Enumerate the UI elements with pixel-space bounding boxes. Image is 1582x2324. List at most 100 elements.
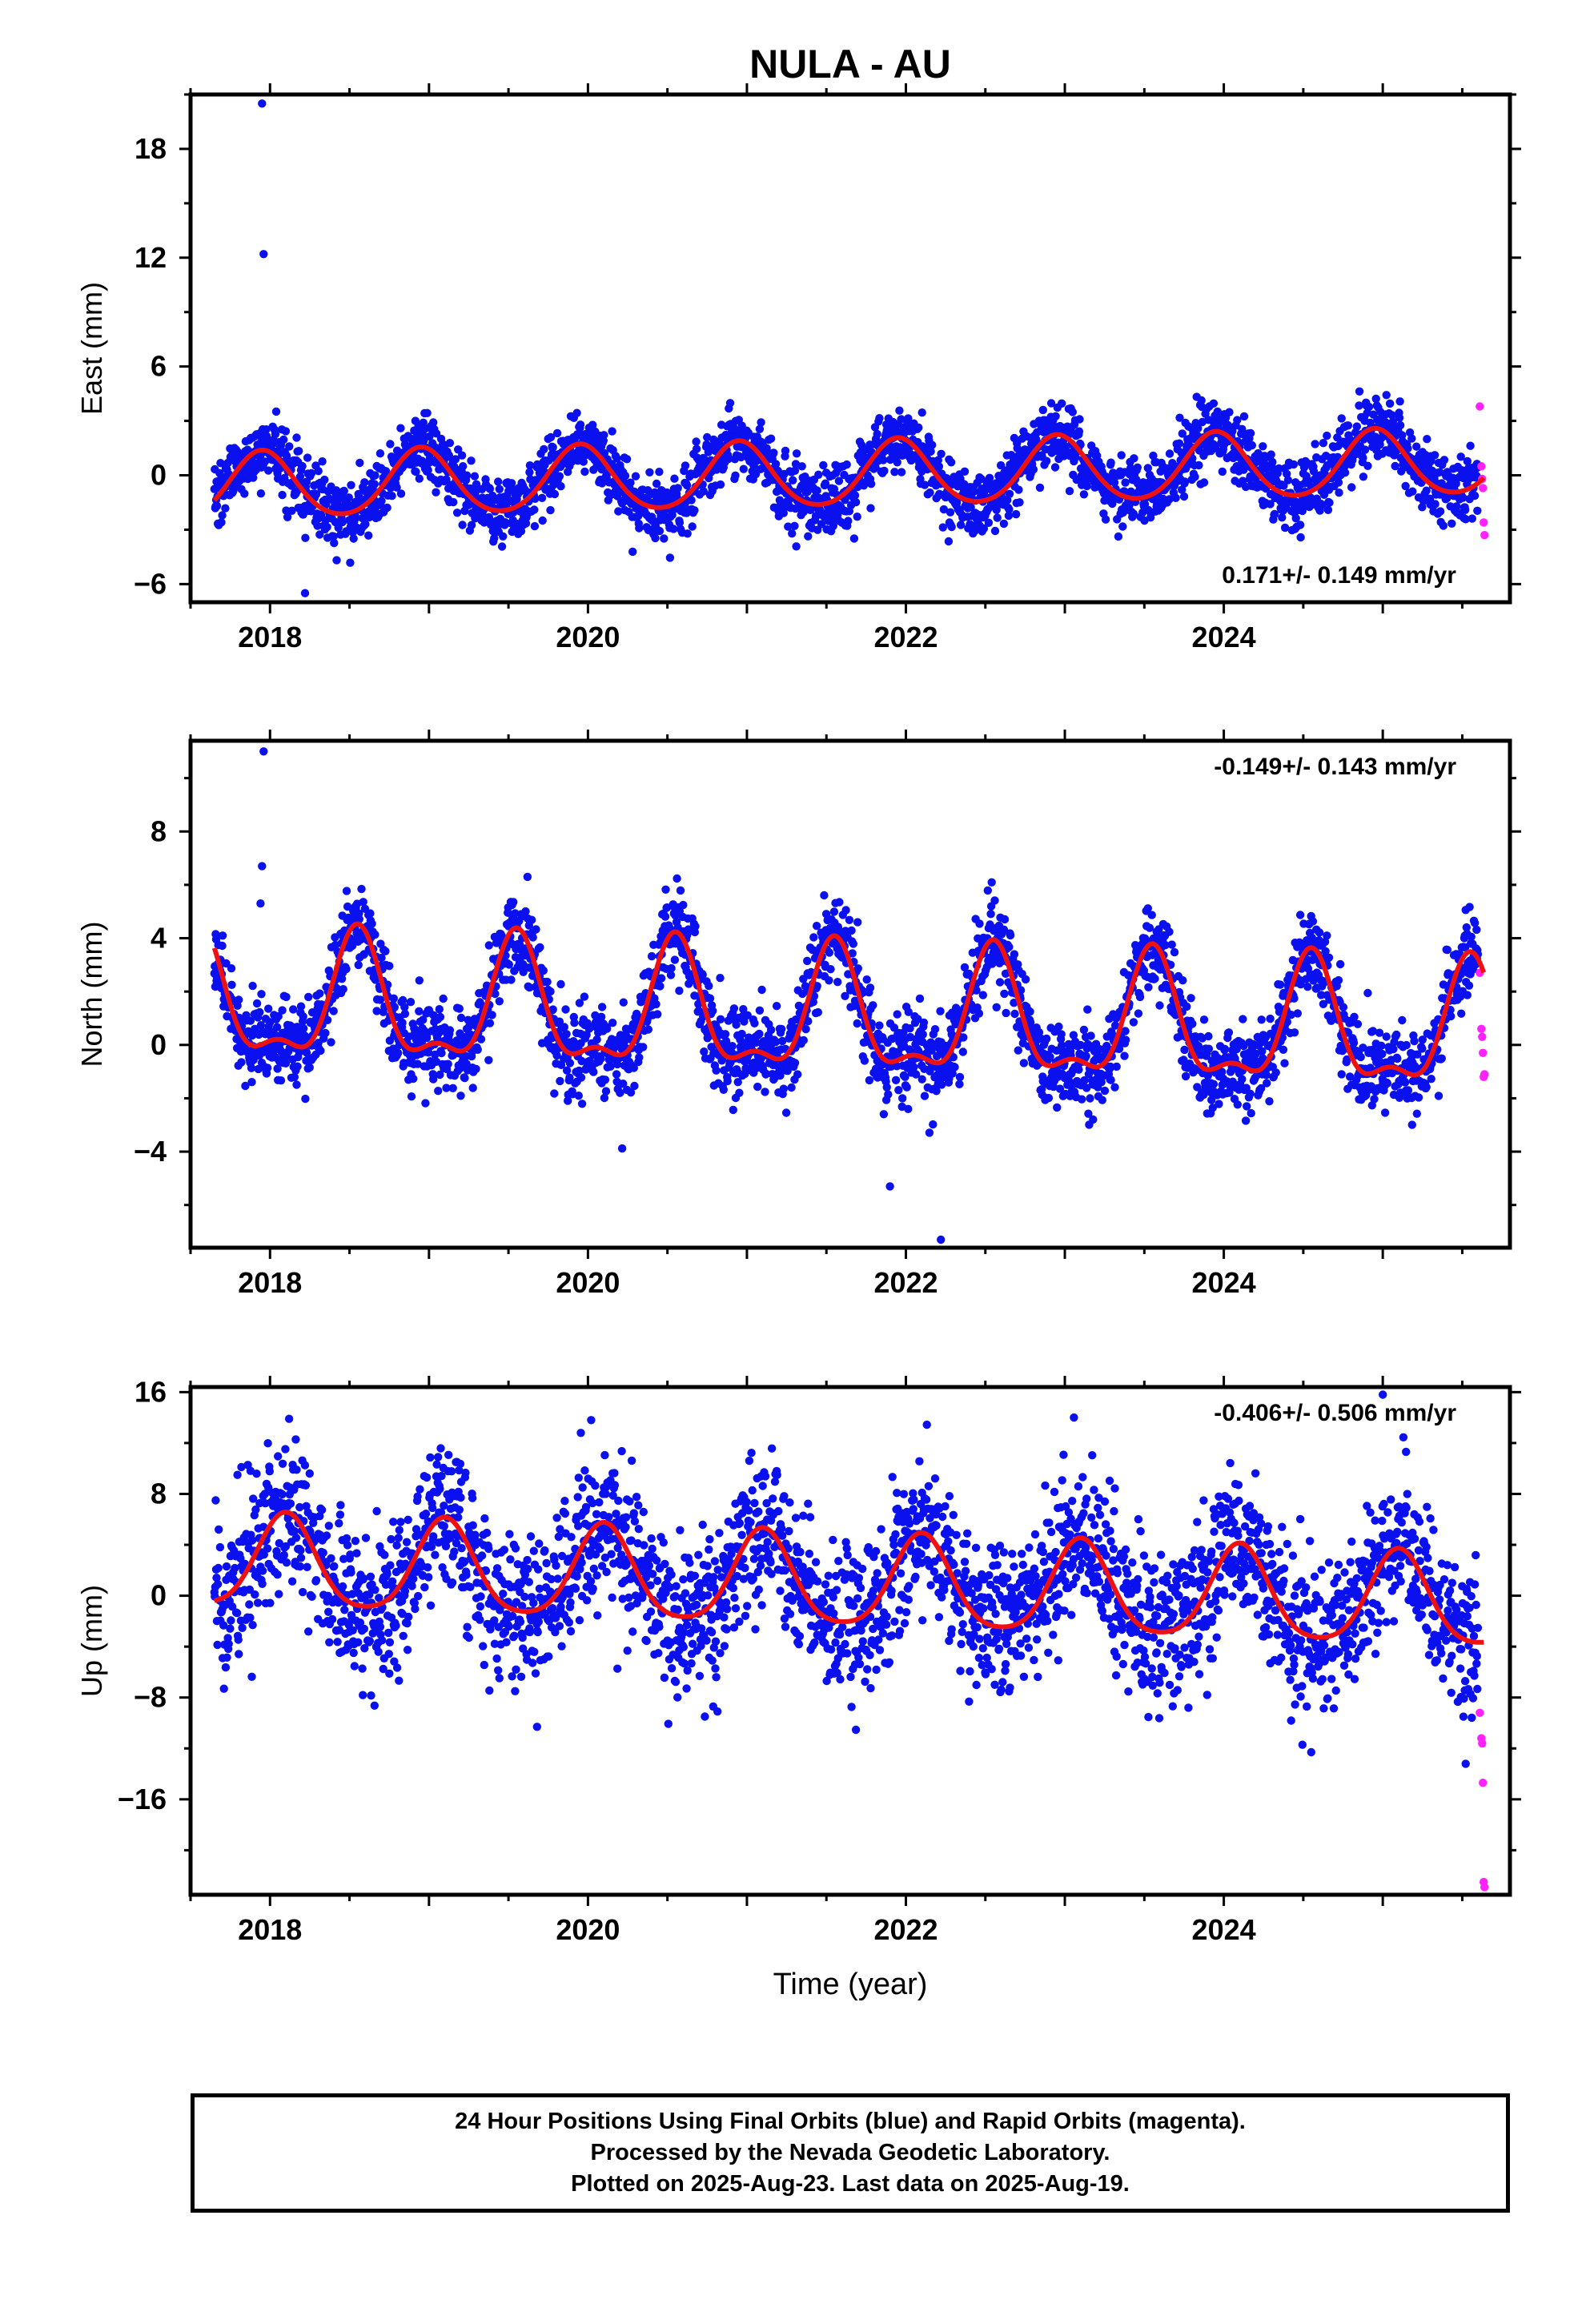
- final-orbit-point: [1296, 533, 1305, 542]
- final-orbit-point: [339, 985, 347, 994]
- final-orbit-point: [723, 1076, 732, 1086]
- final-orbit-point: [349, 534, 358, 543]
- final-orbit-point: [930, 1025, 940, 1034]
- final-orbit-point: [724, 454, 733, 464]
- final-orbit-point: [580, 992, 589, 1001]
- final-orbit-point: [600, 431, 608, 440]
- final-orbit-point: [705, 981, 713, 991]
- final-orbit-point: [1460, 505, 1470, 514]
- final-orbit-point: [562, 1030, 571, 1039]
- final-orbit-point: [1470, 491, 1480, 501]
- final-orbit-point: [307, 468, 316, 478]
- x-tick-label: 2018: [238, 621, 302, 653]
- final-orbit-point: [437, 1048, 446, 1058]
- final-orbit-point: [799, 1035, 808, 1045]
- final-orbit-point: [216, 459, 225, 468]
- rapid-orbit-point: [1480, 531, 1489, 540]
- figure-title: NULA - AU: [749, 42, 951, 86]
- final-orbit-point: [729, 1105, 737, 1115]
- final-orbit-point: [934, 462, 944, 471]
- final-orbit-point: [485, 1019, 495, 1027]
- final-orbit-point: [917, 1075, 926, 1084]
- final-orbit-point: [1046, 399, 1056, 408]
- final-orbit-point: [853, 1019, 861, 1028]
- final-orbit-point: [1337, 414, 1346, 423]
- final-orbit-point: [897, 415, 905, 424]
- final-orbit-point: [484, 941, 493, 950]
- final-orbit-point: [934, 456, 943, 464]
- final-orbit-point: [813, 486, 821, 495]
- final-orbit-point: [527, 915, 536, 924]
- final-orbit-point: [375, 449, 385, 458]
- final-orbit-point: [829, 521, 838, 530]
- final-orbit-point: [1267, 450, 1275, 459]
- final-orbit-point: [634, 512, 643, 521]
- final-orbit-point: [293, 1062, 302, 1071]
- final-orbit-point: [456, 1092, 465, 1100]
- final-orbit-point: [692, 444, 701, 453]
- final-orbit-point: [682, 480, 692, 490]
- final-orbit-point: [247, 1078, 256, 1087]
- final-orbit-point: [271, 429, 280, 439]
- final-orbit-point: [652, 479, 661, 489]
- final-orbit-point: [1439, 456, 1449, 464]
- final-orbit-point: [1086, 1094, 1094, 1103]
- final-orbit-point: [218, 511, 227, 520]
- final-orbit-point: [1058, 399, 1066, 408]
- final-orbit-point: [394, 1048, 403, 1058]
- final-orbit-point: [617, 1144, 627, 1153]
- final-orbit-point: [424, 465, 432, 475]
- final-orbit-point: [1191, 472, 1199, 481]
- final-orbit-point: [1335, 489, 1343, 497]
- final-orbit-point: [235, 995, 243, 1004]
- final-orbit-point: [792, 542, 801, 551]
- final-orbit-point: [790, 521, 799, 530]
- final-orbit-point: [651, 533, 660, 543]
- final-orbit-point: [656, 982, 665, 991]
- y-tick-label: 0: [151, 459, 167, 492]
- final-orbit-point: [301, 1094, 310, 1104]
- y-tick-label: −6: [134, 567, 167, 600]
- final-orbit-point: [300, 589, 310, 597]
- final-orbit-point: [301, 533, 310, 542]
- final-orbit-point: [323, 522, 331, 532]
- final-orbit-point: [1382, 391, 1391, 400]
- final-orbit-point: [826, 965, 835, 974]
- final-orbit-point: [289, 1005, 298, 1014]
- final-orbit-point: [467, 521, 476, 529]
- final-orbit-point: [1218, 467, 1227, 476]
- final-orbit-point: [1174, 439, 1184, 448]
- final-orbit-point: [276, 1076, 286, 1085]
- final-orbit-point: [1074, 427, 1084, 436]
- final-orbit-point: [1431, 500, 1439, 509]
- final-orbit-point: [264, 1004, 273, 1013]
- final-orbit-point: [361, 520, 370, 529]
- final-orbit-point: [360, 478, 369, 487]
- final-orbit-point: [959, 1033, 968, 1042]
- final-orbit-point: [497, 542, 507, 551]
- final-orbit-point: [630, 1081, 639, 1091]
- final-orbit-point: [1074, 1065, 1083, 1074]
- final-orbit-point: [729, 1004, 739, 1013]
- final-orbit-point: [1014, 485, 1023, 494]
- final-orbit-point: [716, 974, 725, 983]
- final-orbit-point: [875, 414, 884, 423]
- final-orbit-point: [1298, 506, 1307, 516]
- final-orbit-point: [588, 420, 597, 429]
- final-orbit-point: [304, 992, 313, 1002]
- final-orbit-point: [342, 887, 351, 895]
- final-orbit-point: [829, 907, 839, 916]
- final-orbit-point: [338, 517, 347, 527]
- final-orbit-point: [560, 1023, 568, 1031]
- final-orbit-point: [1010, 950, 1019, 959]
- final-orbit-point: [278, 490, 287, 500]
- final-orbit-point: [673, 484, 682, 493]
- final-orbit-point: [853, 918, 862, 927]
- final-orbit-point: [753, 1082, 762, 1092]
- final-orbit-point: [495, 485, 504, 493]
- final-orbit-point: [687, 496, 696, 505]
- final-orbit-point: [509, 898, 518, 907]
- final-orbit-point: [797, 462, 806, 471]
- final-orbit-point: [415, 474, 424, 483]
- final-orbit-point: [339, 486, 348, 496]
